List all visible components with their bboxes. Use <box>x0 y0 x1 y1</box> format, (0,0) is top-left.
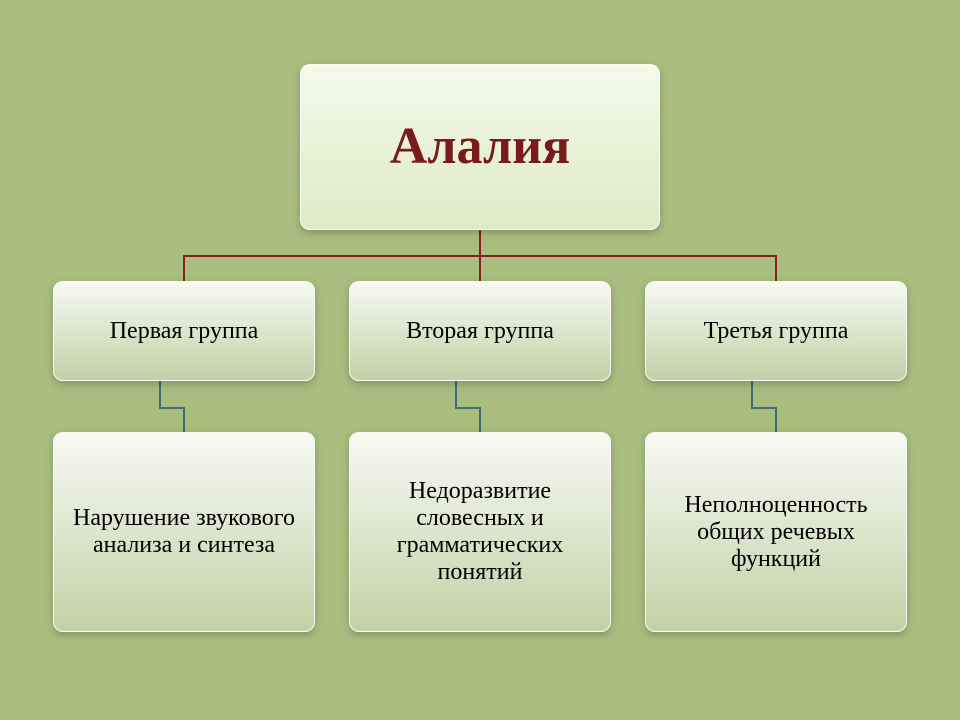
leaf-2-label: Недоразвитие словесных и грамматических … <box>368 478 592 586</box>
leaf-node-1: Нарушение звукового анализа и синтеза <box>53 432 315 632</box>
leaf-node-3: Неполноценность общих речевых функций <box>645 432 907 632</box>
root-node: Алалия <box>300 64 660 230</box>
group-node-2: Вторая группа <box>349 281 611 381</box>
leaf-3-label: Неполноценность общих речевых функций <box>664 492 888 573</box>
root-label: Алалия <box>390 118 570 175</box>
slide: Алалия Первая группа Вторая группа Треть… <box>0 0 960 720</box>
group-3-label: Третья группа <box>704 318 849 345</box>
group-2-label: Вторая группа <box>406 318 554 345</box>
group-node-1: Первая группа <box>53 281 315 381</box>
leaf-1-label: Нарушение звукового анализа и синтеза <box>72 505 296 559</box>
group-1-label: Первая группа <box>110 318 259 345</box>
leaf-node-2: Недоразвитие словесных и грамматических … <box>349 432 611 632</box>
group-node-3: Третья группа <box>645 281 907 381</box>
